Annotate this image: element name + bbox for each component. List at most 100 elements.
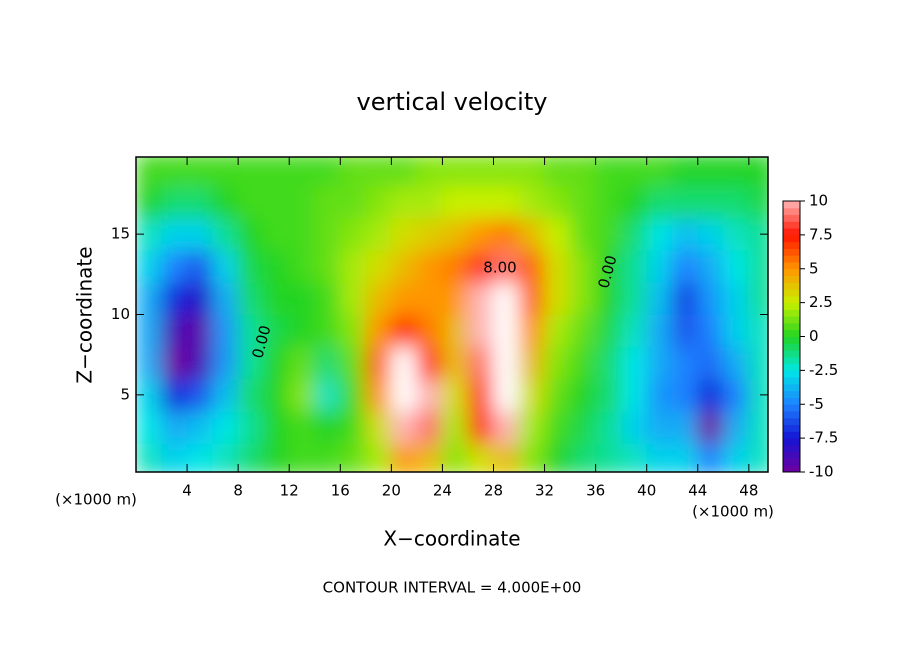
- cell: [620, 217, 648, 251]
- cell: [365, 217, 392, 251]
- cell: [186, 378, 214, 412]
- field: [136, 157, 768, 472]
- cell: [620, 378, 648, 412]
- colorbar-band: [783, 329, 800, 337]
- cell: [748, 314, 768, 348]
- cell: [212, 281, 239, 315]
- cell: [544, 185, 571, 219]
- cell: [492, 410, 520, 444]
- cell: [722, 217, 750, 251]
- cell: [595, 157, 622, 187]
- cell: [518, 217, 546, 251]
- colorbar-band: [783, 241, 800, 249]
- cell: [365, 410, 392, 444]
- x-unit-label: (×1000 m): [692, 503, 774, 521]
- cell: [339, 217, 367, 251]
- cell: [722, 442, 750, 472]
- cell: [161, 217, 188, 251]
- cell: [288, 346, 316, 380]
- cell: [416, 410, 443, 444]
- cell: [595, 281, 622, 315]
- cell: [544, 217, 571, 251]
- cell: [492, 157, 520, 187]
- colorbar-band: [783, 431, 800, 439]
- cell: [748, 249, 768, 283]
- cell: [646, 281, 673, 315]
- cell: [416, 281, 443, 315]
- cell: [212, 217, 239, 251]
- cell: [314, 157, 341, 187]
- colorbar-band: [783, 207, 800, 216]
- cell: [186, 346, 214, 380]
- cell: [212, 410, 239, 444]
- cell: [671, 217, 699, 251]
- cell: [263, 378, 290, 412]
- colorbar-band: [783, 356, 800, 365]
- cell: [748, 281, 768, 315]
- cell: [492, 217, 520, 251]
- cell: [518, 249, 546, 283]
- colorbar-band: [783, 377, 800, 385]
- cell: [595, 314, 622, 348]
- cell: [390, 410, 418, 444]
- cell: [339, 157, 367, 187]
- x-tick-label: 32: [535, 482, 554, 500]
- cell: [263, 217, 290, 251]
- colorbar-tick-label: 10: [809, 192, 828, 210]
- cell: [314, 185, 341, 219]
- cell: [288, 157, 316, 187]
- cell: [595, 442, 622, 472]
- colorbar-band: [783, 424, 800, 432]
- cell: [237, 346, 265, 380]
- y-tick-label: 5: [120, 385, 130, 403]
- cell: [314, 217, 341, 251]
- colorbar-band: [783, 248, 800, 256]
- cell: [671, 157, 699, 187]
- colorbar-tick-label: -7.5: [809, 429, 838, 447]
- cell: [748, 217, 768, 251]
- cell: [263, 185, 290, 219]
- cell: [237, 281, 265, 315]
- cell: [722, 314, 750, 348]
- cell: [136, 157, 163, 187]
- x-tick-label: 20: [382, 482, 401, 500]
- cell: [467, 314, 494, 348]
- cell: [288, 410, 316, 444]
- cell: [697, 410, 724, 444]
- cell: [544, 281, 571, 315]
- cell: [569, 410, 597, 444]
- colorbar-band: [783, 363, 800, 371]
- cell: [620, 157, 648, 187]
- cell: [518, 346, 546, 380]
- cell: [467, 410, 494, 444]
- cell: [467, 217, 494, 251]
- cell: [314, 346, 341, 380]
- cell: [314, 281, 341, 315]
- colorbar-band: [783, 322, 800, 331]
- cell: [569, 281, 597, 315]
- cell: [161, 157, 188, 187]
- cell: [416, 442, 443, 472]
- colorbar-band: [783, 383, 800, 392]
- cell: [492, 185, 520, 219]
- colorbar-band: [783, 336, 800, 344]
- cell: [186, 410, 214, 444]
- colorbar-band: [783, 234, 800, 243]
- colorbar-band: [783, 282, 800, 290]
- cell: [339, 249, 367, 283]
- cell: [467, 249, 494, 283]
- cell: [722, 157, 750, 187]
- cell: [136, 410, 163, 444]
- x-tick-label: 44: [688, 482, 707, 500]
- colorbar-band: [783, 411, 800, 419]
- cell: [390, 157, 418, 187]
- cell: [646, 314, 673, 348]
- cell: [288, 185, 316, 219]
- cell: [288, 314, 316, 348]
- cell: [237, 217, 265, 251]
- colorbar-band: [783, 458, 800, 466]
- cell: [722, 346, 750, 380]
- cell: [365, 314, 392, 348]
- cell: [671, 185, 699, 219]
